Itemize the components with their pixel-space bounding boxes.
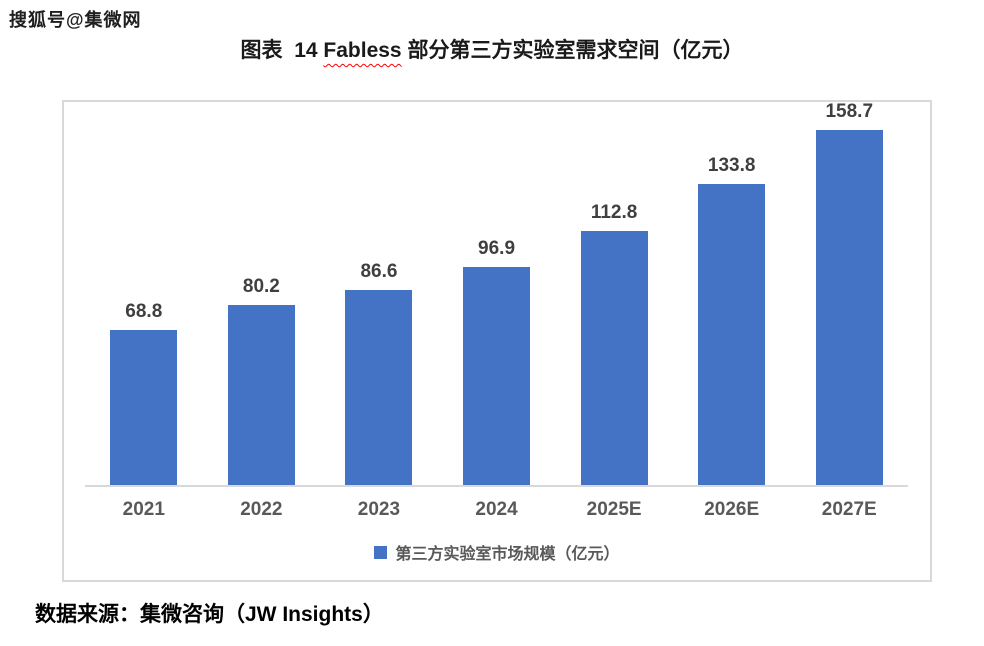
x-axis-label: 2023 — [357, 499, 401, 520]
bar-value-label: 112.8 — [590, 202, 638, 223]
sohu-watermark: 搜狐号@集微网 — [9, 10, 142, 30]
x-axis-label: 2022 — [240, 499, 283, 520]
bar-value-label: 158.7 — [825, 101, 874, 122]
legend: 第三方实验室市场规模（亿元） — [64, 540, 930, 564]
bar-slot: 80.2 — [203, 102, 321, 485]
bar-chart: 68.8 80.2 86.6 96.9 112.8 133.8 158.7 2021 2022… — [62, 100, 932, 582]
bar-slot: 112.8 — [555, 102, 673, 485]
chart-title: 图表 14 Fabless 部分第三方实验室需求空间（亿元） — [0, 34, 984, 64]
bar — [698, 184, 766, 485]
bar — [227, 305, 295, 485]
bar-value-label: 80.2 — [242, 276, 280, 297]
bar-value-label: 133.8 — [707, 155, 756, 176]
title-prefix: 图表 14 — [240, 39, 324, 62]
x-axis-label: 2026E — [704, 499, 760, 520]
bar-value-label: 86.6 — [360, 261, 398, 282]
x-axis-labels: 2021 2022 2023 2024 2025E 2026E 2027E — [85, 499, 908, 521]
legend-swatch-icon — [374, 545, 388, 559]
legend-label: 第三方实验室市场规模（亿元） — [395, 546, 620, 563]
x-axis-label: 2025E — [586, 499, 642, 520]
bar — [110, 330, 178, 485]
title-suffix: 部分第三方实验室需求空间（亿元） — [401, 39, 744, 62]
x-axis-label: 2021 — [122, 499, 165, 520]
bar — [815, 130, 883, 485]
bar-slot: 133.8 — [673, 102, 791, 485]
bar — [345, 290, 413, 485]
bar-slot: 86.6 — [320, 102, 438, 485]
data-source-line: 数据来源：集微咨询（JW Insights） — [35, 603, 384, 626]
bar-value-label: 96.9 — [478, 238, 516, 259]
bar-value-label: 68.8 — [125, 301, 163, 322]
bar-slot: 96.9 — [438, 102, 556, 485]
bar-slot: 158.7 — [790, 102, 908, 485]
x-axis-label: 2027E — [821, 499, 877, 520]
x-axis-label: 2024 — [475, 499, 518, 520]
bar — [580, 231, 648, 485]
bar-slot: 68.8 — [85, 102, 203, 485]
bar — [463, 267, 531, 485]
plot-area: 68.8 80.2 86.6 96.9 112.8 133.8 158.7 — [85, 102, 908, 487]
title-misspelled-word: Fabless — [323, 39, 402, 62]
